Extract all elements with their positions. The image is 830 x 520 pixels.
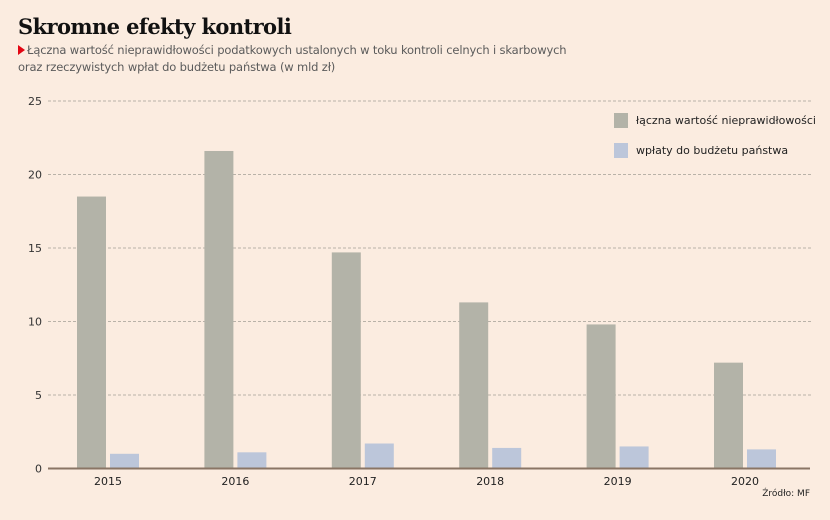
- red-triangle-marker-icon: [18, 45, 25, 55]
- legend-item-irregularities: łączna wartość nieprawidłowości: [614, 112, 816, 128]
- legend-label-irregularities: łączna wartość nieprawidłowości: [636, 113, 816, 127]
- bar-payments-2016: [237, 452, 267, 469]
- y-tick-label: 10: [28, 316, 42, 329]
- bar-irregularities-2018: [459, 302, 489, 469]
- bar-payments-2017: [364, 443, 394, 469]
- x-tick-label: 2020: [731, 475, 759, 488]
- y-tick-label: 15: [28, 242, 42, 255]
- gridlines: [48, 100, 812, 396]
- bar-payments-2019: [619, 446, 649, 469]
- y-tick-label: 5: [35, 389, 42, 402]
- x-tick-label: 2019: [604, 475, 632, 488]
- legend-swatch-irregularities: [614, 112, 628, 128]
- bars: [77, 150, 776, 469]
- legend-label-payments: wpłaty do budżetu państwa: [636, 143, 789, 157]
- x-axis-labels: 2015 2016 2017 2018 2019 2020: [94, 475, 759, 488]
- x-tick-label: 2017: [349, 475, 377, 488]
- legend: łączna wartość nieprawidłowości wpłaty d…: [614, 112, 816, 172]
- x-tick-label: 2015: [94, 475, 122, 488]
- chart-title: Skromne efekty kontroli: [18, 14, 292, 39]
- subtitle-line-1: Łączna wartość nieprawidłowości podatkow…: [27, 43, 567, 57]
- y-tick-label: 20: [28, 169, 42, 182]
- x-tick-label: 2016: [221, 475, 249, 488]
- subtitle-line-2: oraz rzeczywistych wpłat do budżetu pańs…: [18, 60, 336, 74]
- bar-irregularities-2016: [204, 150, 234, 469]
- bar-irregularities-2020: [714, 362, 743, 469]
- chart-subtitle: Łączna wartość nieprawidłowości podatkow…: [18, 42, 618, 76]
- bar-irregularities-2015: [77, 196, 106, 469]
- bar-payments-2020: [747, 449, 776, 469]
- bar-irregularities-2017: [331, 252, 361, 469]
- bar-payments-2018: [492, 447, 522, 469]
- bar-payments-2015: [110, 453, 139, 469]
- legend-item-payments: wpłaty do budżetu państwa: [614, 142, 816, 158]
- y-axis-ticks: 0 5 10 15 20 25: [28, 95, 42, 476]
- y-tick-label: 25: [28, 95, 42, 108]
- source-note: Źródło: MF: [762, 489, 810, 499]
- y-tick-label: 0: [35, 463, 42, 476]
- bar-irregularities-2019: [586, 324, 616, 469]
- legend-swatch-payments: [614, 142, 628, 158]
- x-tick-label: 2018: [476, 475, 504, 488]
